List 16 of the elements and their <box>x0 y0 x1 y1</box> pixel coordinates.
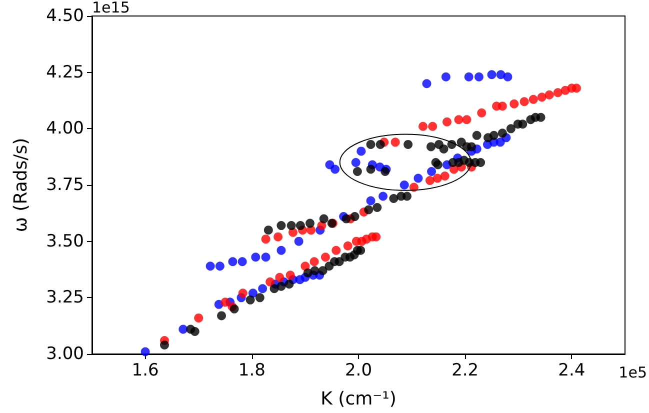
x-tick-label: 1.6 <box>132 360 159 380</box>
y-tick-label: 3.75 <box>46 175 84 195</box>
x-axis-title: K (cm⁻¹) <box>320 388 396 410</box>
x-tick-label: 2.4 <box>558 360 586 380</box>
y-tick-label: 4.25 <box>46 62 84 82</box>
y-tick-label: 4.50 <box>46 6 84 26</box>
x-tick-label: 1.8 <box>238 360 266 380</box>
x-tick-label: 2.0 <box>344 360 372 380</box>
annotation: 1e15 <box>92 0 130 16</box>
y-tick-label: 3.25 <box>46 288 84 308</box>
text: 1e5 <box>618 364 648 382</box>
y-tick-label: 3.00 <box>46 344 84 364</box>
y-tick-label: 4.00 <box>46 118 84 139</box>
y-tick-label: 3.50 <box>46 231 84 252</box>
x-tick-label: 2.2 <box>452 360 479 380</box>
y-axis-title: ω (Rads/s) <box>10 138 32 232</box>
